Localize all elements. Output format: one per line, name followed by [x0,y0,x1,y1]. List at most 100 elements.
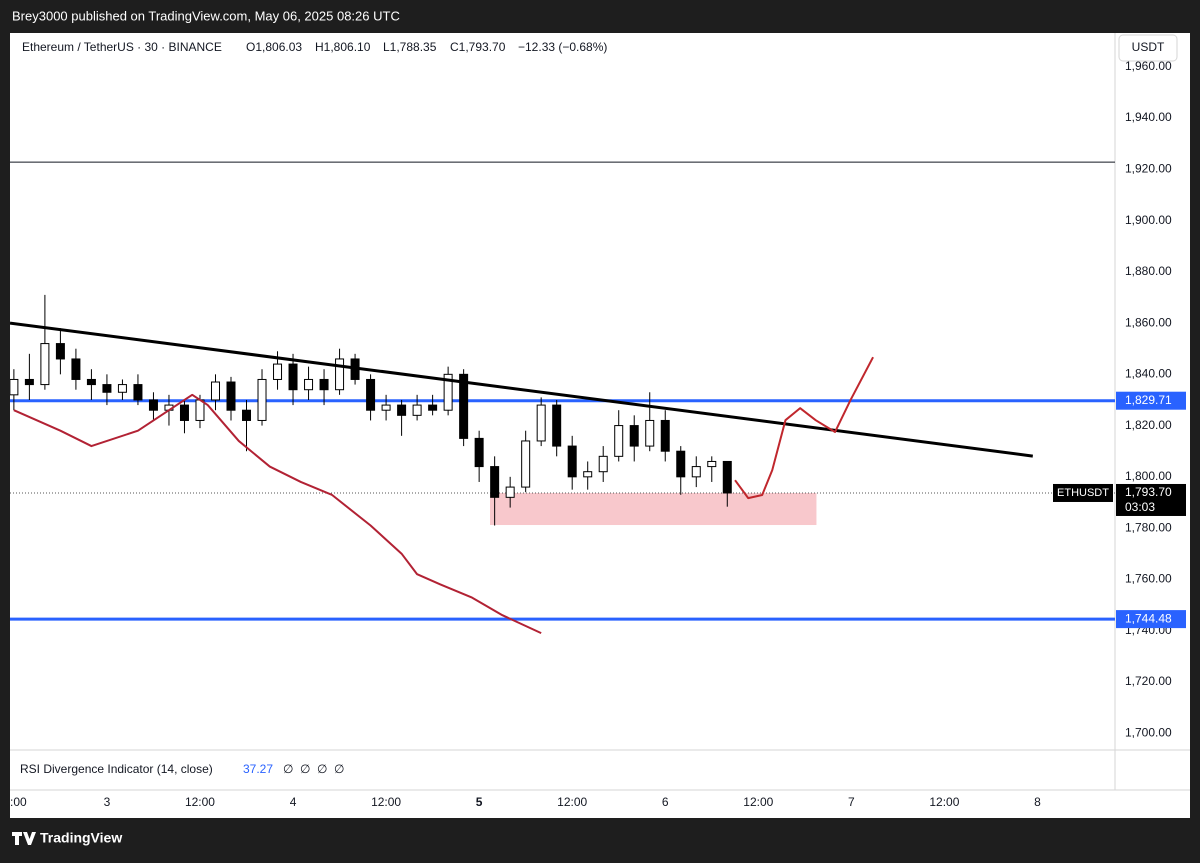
x-tick-label: 12:00 [929,795,959,809]
x-tick-label: 12:00 [557,795,587,809]
candle-body [552,404,562,447]
candle-body [288,363,298,391]
candle-body [366,378,376,411]
y-tick-label: 1,820.00 [1125,418,1172,432]
x-tick-label: 12:00 [743,795,773,809]
candle-body [40,343,50,386]
candle-body [722,460,732,494]
indicator-extra: ∅ [283,762,293,776]
x-tick-label: 8 [1034,795,1041,809]
y-tick-label: 1,720.00 [1125,674,1172,688]
symbol-tag: ETHUSDT [1057,487,1109,499]
legend-open: O1,806.03 [246,40,302,54]
x-tick-label: 5 [476,795,483,809]
candle-body [226,381,236,411]
candle-body [567,445,577,478]
indicator-value: 37.27 [243,762,273,776]
candle-body [242,409,252,421]
candle-body [660,419,670,452]
indicator-extra: ∅ [317,762,327,776]
candle-body [179,404,189,421]
candle-body [505,486,515,498]
support-zone [489,492,817,526]
x-tick-label: 7 [848,795,855,809]
price-axis: 1,700.001,720.001,740.001,760.001,780.00… [1053,59,1186,739]
moving-average [13,393,542,635]
indicator-extra: ∅ [334,762,344,776]
projection-path [734,356,874,500]
y-tick-label: 1,920.00 [1125,161,1172,175]
y-tick-label: 1,940.00 [1125,110,1172,124]
legend-change: −12.33 (−0.68%) [518,40,607,54]
candle-body [24,378,34,386]
candle-body [304,378,314,391]
logo [12,832,36,845]
last-price-label: 1,793.70 [1125,485,1172,499]
symbol-tag-box [1053,483,1113,502]
candle-body [397,404,407,416]
candle-body [273,363,283,380]
candle-body [490,466,500,498]
x-tick-label: 3 [104,795,111,809]
candle-body [335,358,345,391]
candle-body [257,378,267,421]
candle-body [319,378,329,391]
candle-body [707,460,717,468]
legend-close: C1,793.70 [450,40,506,54]
candle-body [536,404,546,442]
indicator-extra: ∅ [300,762,310,776]
legend-low: L1,788.35 [383,40,437,54]
y-tick-label: 1,880.00 [1125,264,1172,278]
level-tag [1116,610,1186,629]
candle-body [381,404,391,411]
candle-body [117,384,127,393]
candle-body [102,384,112,393]
level-tag [1116,391,1186,410]
level-label: 1,829.71 [1125,393,1172,407]
x-tick-label: 12:00 [185,795,215,809]
x-tick-label: :00 [10,795,27,809]
candle-body [645,419,655,447]
currency-button[interactable] [1118,34,1178,62]
candle-body [629,425,639,447]
candle-body [691,466,701,478]
y-tick-label: 1,760.00 [1125,572,1172,586]
candle-body [614,425,624,457]
y-tick-label: 1,900.00 [1125,213,1172,227]
brand: TradingView [40,830,122,846]
y-tick-label: 1,840.00 [1125,367,1172,381]
indicator-name: RSI Divergence Indicator (14, close) [20,762,213,776]
x-tick-label: 6 [662,795,669,809]
candle-body [86,378,96,386]
y-tick-label: 1,780.00 [1125,520,1172,534]
y-tick-label: 1,960.00 [1125,59,1172,73]
candle-body [148,399,158,411]
plot [10,161,1115,635]
candle-body [55,343,65,360]
candle-body [71,358,81,380]
candle-body [598,455,608,473]
chart-area [10,33,1190,818]
candle-body [474,437,484,468]
footer: TradingView [12,830,122,846]
currency-label: USDT [1132,40,1165,54]
candle-body [412,404,422,416]
candle-body [443,373,453,411]
trendline [10,321,1033,458]
y-tick-label: 1,800.00 [1125,469,1172,483]
candle-body [676,450,686,478]
y-tick-label: 1,700.00 [1125,725,1172,739]
candle-body [10,378,19,396]
y-tick-label: 1,860.00 [1125,315,1172,329]
candle-body [459,373,469,439]
candle-body [195,399,205,421]
candle-body [583,471,593,478]
legend-symbol: Ethereum / TetherUS · 30 · BINANCE [22,40,222,54]
candle-body [210,381,220,401]
candle-body [428,404,438,411]
x-tick-label: 4 [290,795,297,809]
countdown: 03:03 [1125,500,1155,514]
legend-high: H1,806.10 [315,40,371,54]
